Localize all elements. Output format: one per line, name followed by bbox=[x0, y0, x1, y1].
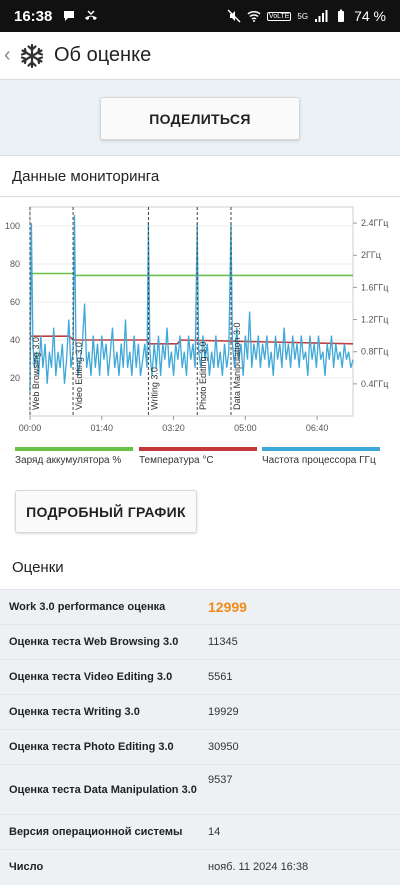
legend-item-battery: Заряд аккумулятора % bbox=[15, 447, 133, 466]
mute-icon bbox=[227, 9, 241, 23]
y-tick-label-right: 2ГГц bbox=[361, 250, 381, 260]
divider bbox=[0, 196, 400, 197]
legend-swatch-temperature bbox=[139, 447, 257, 451]
battery-icon bbox=[338, 9, 345, 22]
series-line-cpu bbox=[29, 214, 354, 392]
y-tick-label-right: 1.2ГГц bbox=[361, 315, 388, 325]
score-row-web: Оценка теста Web Browsing 3.0 11345 bbox=[0, 624, 400, 660]
legend-label-battery: Заряд аккумулятора % bbox=[15, 455, 122, 466]
detailed-chart-button[interactable]: ПОДРОБНЫЙ ГРАФИК bbox=[15, 490, 197, 533]
y-tick-label-right: 0.8ГГц bbox=[361, 347, 388, 357]
y-tick-label-left: 40 bbox=[10, 335, 20, 345]
score-label: Число bbox=[0, 849, 200, 885]
battery-level: 74 % bbox=[354, 8, 386, 24]
score-label: Work 3.0 performance оценка bbox=[0, 589, 200, 625]
y-tick-label-left: 60 bbox=[10, 297, 20, 307]
plot-frame bbox=[29, 206, 354, 417]
notification-icons bbox=[62, 9, 98, 23]
phase-label: Writing 3.0 bbox=[149, 367, 159, 410]
y-tick-label-right: 0.4ГГц bbox=[361, 379, 388, 389]
score-value: 19929 bbox=[200, 694, 400, 730]
scores-table: Work 3.0 performance оценка 12999 Оценка… bbox=[0, 589, 400, 885]
y-tick-label-left: 20 bbox=[10, 373, 20, 383]
chat-bubble-icon bbox=[64, 11, 75, 21]
y-tick-label-right: 1.6ГГц bbox=[361, 282, 388, 292]
monitoring-chart: 100 80 60 40 20 2.4ГГц 2ГГц 1.6ГГц 1.2ГГц 0.8ГГц 0… bbox=[5, 206, 388, 433]
snowflake-icon bbox=[20, 43, 44, 68]
volte-badge: VoLTE bbox=[266, 11, 292, 21]
missed-call-icon bbox=[85, 10, 98, 20]
score-value: 9537 bbox=[200, 764, 400, 815]
app-bar: ‹ Об оценке bbox=[0, 32, 400, 80]
status-bar: 16:38 VoLTE 5G 74 % bbox=[0, 0, 400, 32]
x-tick-label: 05:00 bbox=[234, 423, 257, 433]
score-value-overall: 12999 bbox=[200, 589, 400, 625]
signal-icon bbox=[315, 10, 328, 22]
score-row-data: Оценка теста Data Manipulation 3.0 9537 bbox=[0, 764, 400, 815]
score-value: 30950 bbox=[200, 729, 400, 765]
page-title: Об оценке bbox=[54, 44, 152, 66]
x-tick-label: 06:40 bbox=[306, 423, 329, 433]
network-type: 5G bbox=[297, 11, 309, 21]
phase-label: Video Editing 3.0 bbox=[74, 342, 84, 410]
phase-label: Photo Editing 3.0 bbox=[198, 341, 208, 410]
monitoring-card: Данные мониторинга 100 80 60 40 20 2.4ГГц 2ГГц… bbox=[0, 155, 400, 889]
score-label: Оценка теста Photo Editing 3.0 bbox=[0, 729, 200, 765]
series-line-battery bbox=[30, 272, 353, 277]
legend-label-temperature: Температура °C bbox=[139, 455, 214, 466]
y-tick-label-left: 80 bbox=[10, 259, 20, 269]
legend-swatch-cpu bbox=[262, 447, 380, 451]
score-label: Оценка теста Video Editing 3.0 bbox=[0, 659, 200, 695]
phase-label: Web Browsing 3.0 bbox=[31, 337, 41, 410]
score-label: Версия операционной системы bbox=[0, 814, 200, 850]
scores-title: Оценки bbox=[12, 559, 64, 576]
legend-item-cpu: Частота процессора ГГц bbox=[262, 447, 380, 466]
y-tick-label-right: 2.4ГГц bbox=[361, 218, 388, 228]
score-value: нояб. 11 2024 16:38 bbox=[200, 849, 400, 885]
score-row-date: Число нояб. 11 2024 16:38 bbox=[0, 849, 400, 885]
legend-label-cpu: Частота процессора ГГц bbox=[262, 455, 376, 466]
score-row-video: Оценка теста Video Editing 3.0 5561 bbox=[0, 659, 400, 695]
score-row-writing: Оценка теста Writing 3.0 19929 bbox=[0, 694, 400, 730]
score-label: Оценка теста Web Browsing 3.0 bbox=[0, 624, 200, 660]
chart-legend: Заряд аккумулятора % Температура °C Част… bbox=[0, 447, 400, 473]
share-section: ПОДЕЛИТЬСЯ bbox=[0, 80, 400, 155]
back-chevron-icon[interactable]: ‹ bbox=[4, 44, 11, 66]
share-button[interactable]: ПОДЕЛИТЬСЯ bbox=[100, 97, 300, 140]
wifi-icon bbox=[247, 11, 261, 22]
score-row-photo: Оценка теста Photo Editing 3.0 30950 bbox=[0, 729, 400, 765]
x-tick-label: 01:40 bbox=[91, 423, 114, 433]
score-value: 14 bbox=[200, 814, 400, 850]
score-value: 11345 bbox=[200, 624, 400, 660]
score-label: Оценка теста Data Manipulation 3.0 bbox=[0, 764, 200, 815]
score-row-work: Work 3.0 performance оценка 12999 bbox=[0, 589, 400, 625]
phase-label: Data Manipulation 3.0 bbox=[232, 322, 242, 410]
x-tick-label: 00:00 bbox=[19, 423, 42, 433]
legend-item-temperature: Температура °C bbox=[139, 447, 257, 466]
status-time: 16:38 bbox=[14, 7, 53, 25]
y-tick-label-left: 100 bbox=[5, 221, 20, 231]
score-label: Оценка теста Writing 3.0 bbox=[0, 694, 200, 730]
status-right: VoLTE 5G 74 % bbox=[227, 8, 386, 24]
monitoring-title: Данные мониторинга bbox=[12, 168, 160, 185]
score-row-os: Версия операционной системы 14 bbox=[0, 814, 400, 850]
legend-swatch-battery bbox=[15, 447, 133, 451]
x-tick-label: 03:20 bbox=[162, 423, 185, 433]
score-value: 5561 bbox=[200, 659, 400, 695]
